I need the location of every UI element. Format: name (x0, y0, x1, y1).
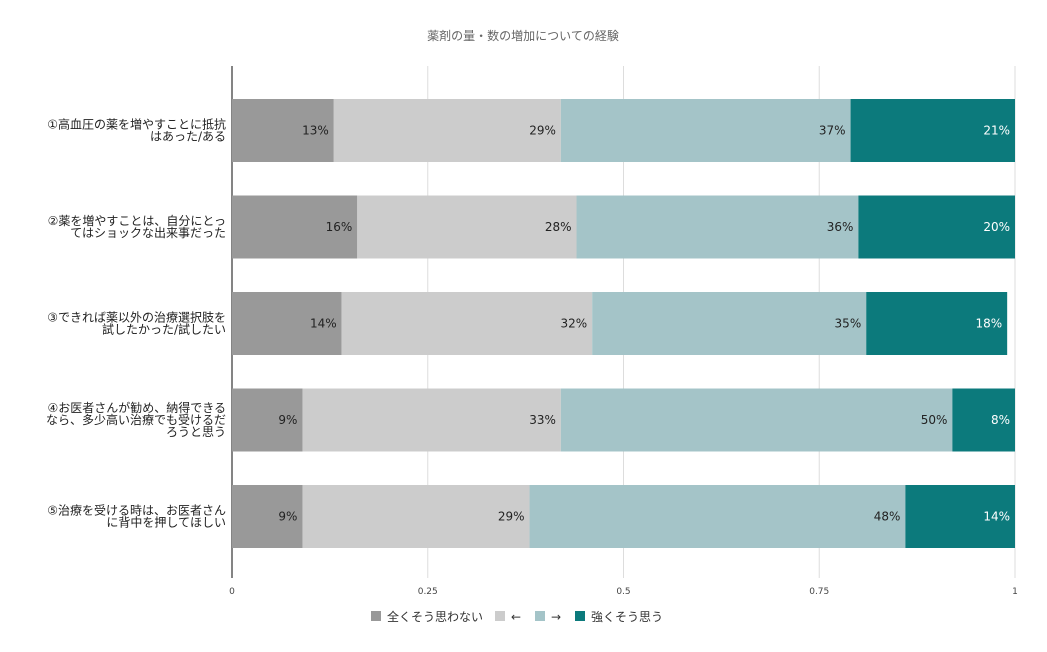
category-label-line: ⑤治療を受ける時は、お医者さん (47, 504, 226, 518)
bar-segment (529, 485, 906, 548)
bar-segment (232, 485, 303, 548)
legend: 全くそう思わない ← → 強くそう思う (371, 609, 663, 624)
category-label-line: ④お医者さんが勧め、納得できる (47, 400, 226, 415)
bar-segment (560, 388, 953, 452)
bar-segment (232, 292, 342, 355)
data-label: 36% (827, 220, 854, 234)
bar-segment (232, 388, 303, 452)
data-label: 32% (561, 317, 588, 331)
legend-swatch (371, 611, 381, 621)
data-label: 18% (975, 317, 1002, 331)
bar-segment (560, 99, 851, 162)
category-label-line: なら、多少高い治療でも受けるだ (46, 412, 226, 427)
bar-segment (952, 388, 1015, 452)
category-label-line: 試したかった/試したい (102, 322, 226, 337)
bar-segment (858, 195, 1015, 259)
x-axis: 0 0.25 0.5 0.75 1 (229, 587, 1018, 597)
legend-label: → (551, 610, 561, 624)
data-label: 48% (874, 510, 901, 524)
category-label: ⑤治療を受ける時は、お医者さんに背中を押してほしい (47, 504, 226, 530)
category-labels: ①高血圧の薬を増やすことに抵抗はあった/ある ②薬を増やすことは、自分にとってはシ… (46, 117, 226, 530)
data-label: 28% (545, 220, 572, 234)
legend-swatch (495, 611, 505, 621)
x-tick-label: 1 (1012, 587, 1018, 597)
bar-segment (850, 99, 1015, 162)
legend-swatch (535, 611, 545, 621)
legend-label: ← (511, 610, 521, 624)
data-label: 14% (983, 510, 1010, 524)
category-label: ②薬を増やすことは、自分にとってはショックな出来事だった (48, 214, 226, 240)
data-label: 9% (278, 510, 297, 524)
data-label: 9% (278, 413, 297, 427)
category-label: ④お医者さんが勧め、納得できるなら、多少高い治療でも受けるだろうと思う (46, 400, 226, 439)
bar-segment (341, 292, 593, 355)
bar-segment (905, 485, 1015, 548)
bar-segment (333, 99, 561, 162)
category-label: ①高血圧の薬を増やすことに抵抗はあった/ある (47, 117, 226, 144)
category-label-line: ③できれば薬以外の治療選択肢を (47, 310, 226, 325)
data-label: 35% (835, 317, 862, 331)
bars (232, 99, 1015, 548)
bar-segment (302, 485, 530, 548)
data-label: 14% (310, 317, 337, 331)
bar-segment (232, 195, 358, 259)
bar-segment (866, 292, 1008, 355)
x-tick-label: 0 (229, 587, 235, 597)
legend-swatch (575, 611, 585, 621)
bar-segment (576, 195, 859, 259)
data-label: 13% (302, 124, 329, 138)
x-tick-label: 0.5 (616, 587, 630, 597)
category-label: ③できれば薬以外の治療選択肢を試したかった/試したい (47, 310, 226, 337)
x-tick-label: 0.25 (418, 587, 438, 597)
bar-segment (357, 195, 577, 259)
data-label: 20% (983, 220, 1010, 234)
data-label: 50% (921, 413, 948, 427)
category-label-line: ①高血圧の薬を増やすことに抵抗 (47, 117, 226, 132)
data-label: 21% (983, 124, 1010, 138)
category-label-line: はあった/ある (150, 130, 226, 144)
category-label-line: ろうと思う (166, 425, 226, 439)
x-tick-label: 0.75 (809, 587, 829, 597)
legend-label: 強くそう思う (591, 610, 663, 624)
bar-segment (592, 292, 867, 355)
bar-segment (232, 99, 334, 162)
data-label: 29% (529, 124, 556, 138)
value-labels: 13% 29% 37% 21% 16% 28% 36% 20% 14% 32% 35% 18% 9% 33… (278, 124, 1010, 524)
category-label-line: に背中を押してほしい (106, 515, 226, 530)
legend-label: 全くそう思わない (387, 609, 483, 624)
data-label: 16% (326, 220, 353, 234)
data-label: 8% (991, 413, 1010, 427)
data-label: 37% (819, 124, 846, 138)
category-label-line: ②薬を増やすことは、自分にとっ (48, 214, 226, 228)
data-label: 29% (498, 510, 525, 524)
bar-segment (302, 388, 561, 452)
chart-title: 薬剤の量・数の増加についての経験 (427, 28, 619, 43)
data-label: 33% (529, 413, 556, 427)
category-label-line: てはショックな出来事だった (70, 226, 226, 240)
